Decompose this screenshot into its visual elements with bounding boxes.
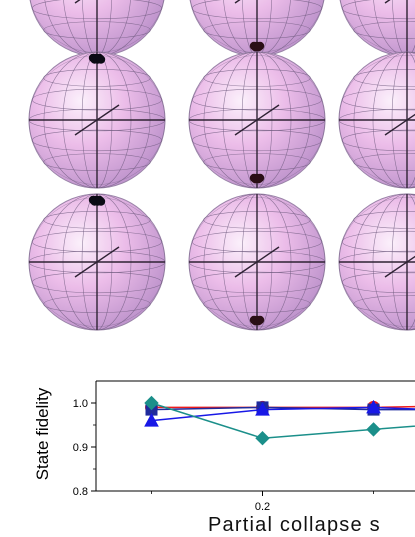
bloch-sphere: [188, 193, 326, 331]
bloch-sphere: [28, 51, 166, 189]
bloch-sphere-grid: [28, 0, 415, 331]
bloch-sphere: [338, 193, 415, 331]
state-point: [255, 41, 265, 51]
bloch-sphere: [188, 51, 326, 189]
series-diamond: [144, 395, 415, 446]
x-tick-label: 0.2: [255, 501, 270, 513]
state-point: [96, 55, 106, 64]
series-triangle: [144, 399, 415, 427]
series-line: [151, 406, 415, 411]
y-tick-label: 0.9: [73, 442, 88, 454]
data-point: [255, 430, 270, 446]
data-point: [144, 413, 159, 427]
data-point: [366, 399, 381, 414]
x-axis-label: Partial collapse s: [208, 514, 381, 536]
bloch-sphere: [189, 0, 325, 57]
chart-series: [144, 395, 415, 446]
fidelity-chart: 0.8 0.9 1.0 0.2 State fidelity Partial coll…: [33, 380, 415, 536]
bloch-sphere: [28, 193, 166, 331]
bloch-sphere: [338, 51, 415, 189]
y-axis-label: State fidelity: [33, 387, 52, 480]
state-point: [255, 173, 265, 183]
state-point: [255, 315, 265, 325]
bloch-sphere: [29, 0, 165, 57]
y-tick-label: 0.8: [73, 486, 88, 498]
series-line: [151, 406, 415, 422]
y-tick-label: 1.0: [73, 398, 88, 410]
data-point: [255, 402, 270, 416]
series-line: [151, 402, 415, 439]
data-point: [366, 422, 381, 437]
bloch-sphere: [339, 0, 415, 57]
data-point: [144, 395, 159, 411]
chart-axes: 0.8 0.9 1.0 0.2: [73, 380, 415, 513]
state-point: [96, 197, 106, 206]
